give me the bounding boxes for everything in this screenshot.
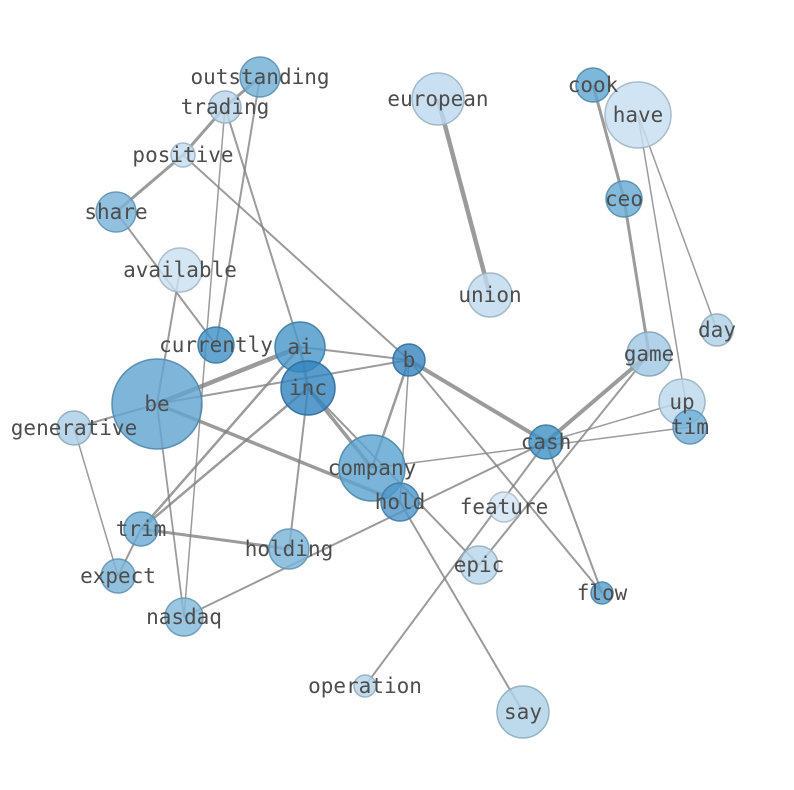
node-trim — [123, 511, 159, 547]
edge-b-flow — [408, 359, 603, 594]
node-share — [95, 191, 137, 233]
label-ai: ai — [287, 335, 312, 359]
label-feature: feature — [460, 495, 549, 519]
label-expect: expect — [80, 564, 156, 588]
node-epic — [459, 545, 499, 585]
node-cash — [528, 424, 564, 460]
label-nasdaq: nasdaq — [146, 605, 222, 629]
node-holding — [268, 528, 310, 570]
label-outstanding: outstanding — [190, 65, 329, 89]
edge-trim-ai — [140, 346, 301, 530]
node-cook — [575, 67, 611, 103]
node-expect — [100, 558, 136, 594]
label-union: union — [458, 283, 521, 307]
label-generative: generative — [11, 416, 137, 440]
label-tim: tim — [671, 415, 709, 439]
node-available — [157, 247, 203, 293]
label-hold: hold — [375, 490, 426, 514]
node-generative — [56, 410, 92, 446]
node-tim — [672, 409, 708, 445]
edge-european-union — [435, 98, 493, 296]
label-share: share — [84, 200, 147, 224]
edge-have-day — [637, 114, 718, 331]
edge-trim-holding — [140, 527, 290, 551]
label-game: game — [624, 342, 675, 366]
label-be: be — [144, 392, 169, 416]
label-company: company — [328, 456, 417, 480]
node-game — [626, 331, 672, 377]
node-nasdaq — [164, 597, 204, 637]
edge-ceo-game — [622, 198, 651, 355]
node-trading — [208, 90, 242, 124]
label-available: available — [123, 258, 237, 282]
node-flow — [590, 581, 614, 605]
label-ceo: ceo — [605, 187, 643, 211]
node-operation — [353, 674, 377, 698]
edge-generative-expect — [73, 427, 119, 577]
node-ceo — [605, 180, 643, 218]
label-have: have — [613, 103, 664, 127]
label-say: say — [504, 700, 542, 724]
label-epic: epic — [454, 553, 505, 577]
node-day — [700, 313, 734, 347]
label-cash: cash — [521, 430, 572, 454]
edge-hold-say — [399, 501, 524, 713]
node-european — [411, 72, 465, 126]
label-operation: operation — [308, 674, 422, 698]
node-b — [392, 343, 426, 377]
node-positive — [170, 142, 196, 168]
label-trim: trim — [116, 517, 167, 541]
edge-outstanding-currently — [215, 76, 261, 346]
node-be — [111, 358, 203, 450]
node-have — [604, 81, 672, 149]
label-currently: currently — [159, 333, 273, 357]
label-flow: flow — [577, 581, 628, 605]
node-company — [338, 434, 406, 502]
label-layer: outstanding trading positive share available… — [11, 65, 736, 724]
edge-game-epic — [478, 353, 650, 566]
node-hold — [380, 482, 420, 522]
edge-cash-b — [407, 358, 548, 444]
node-feature — [488, 491, 520, 523]
node-currently — [197, 326, 235, 364]
label-day: day — [698, 318, 736, 342]
node-say — [496, 685, 550, 739]
node-outstanding — [239, 56, 281, 98]
edge-cash-nasdaq — [183, 441, 547, 618]
edge-positive-b — [182, 154, 410, 361]
node-inc — [280, 360, 336, 416]
edge-cash-operation — [364, 441, 547, 687]
label-b: b — [403, 348, 416, 372]
label-inc: inc — [289, 376, 327, 400]
label-cook: cook — [568, 73, 619, 97]
edge-trading-nasdaq — [183, 106, 226, 618]
label-european: european — [387, 87, 488, 111]
label-holding: holding — [245, 537, 334, 561]
label-positive: positive — [132, 143, 233, 167]
edge-trading-ai — [224, 106, 301, 348]
node-union — [467, 272, 513, 318]
node-layer — [56, 56, 734, 739]
edge-cash-flow — [545, 441, 603, 594]
label-trading: trading — [181, 95, 270, 119]
edge-have-tim — [637, 114, 691, 428]
label-up: up — [669, 390, 694, 414]
edge-cook-ceo — [591, 84, 626, 200]
edge-trim-inc — [140, 387, 309, 530]
